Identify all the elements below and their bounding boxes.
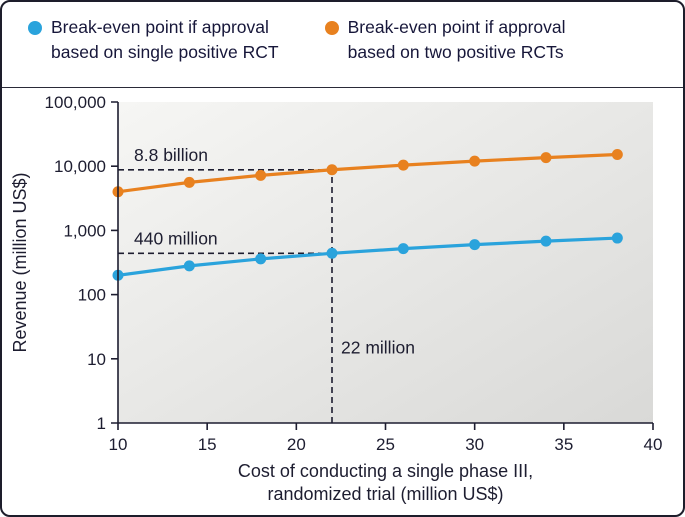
- data-point: [469, 155, 481, 167]
- data-point: [326, 164, 338, 176]
- data-point: [255, 169, 267, 181]
- x-tick-label: 30: [465, 435, 484, 454]
- legend-label-line2: based on single positive RCT: [51, 42, 279, 62]
- x-axis-title: Cost of conducting a single phase III,: [238, 461, 533, 481]
- data-point: [540, 152, 552, 164]
- legend-label-line2: based on two positive RCTs: [347, 42, 564, 62]
- data-point: [255, 253, 267, 265]
- annotation-label: 8.8 billion: [134, 145, 208, 165]
- annotation-label: 22 million: [341, 338, 415, 358]
- chart-legend: Break-even point if approval based on si…: [2, 2, 683, 88]
- y-tick-label: 1,000: [63, 221, 106, 240]
- y-tick-label: 100,000: [45, 93, 106, 112]
- chart-area: 10 15 20 25 30 35 40 1 10 100 1,000 10,000 100,000 Re…: [2, 88, 683, 511]
- x-axis-title: randomized trial (million US$): [267, 484, 503, 504]
- legend-label-single-rct: Break-even point if approval based on si…: [51, 15, 279, 65]
- legend-label-line1: Break-even point if approval: [51, 17, 269, 37]
- x-tick-label: 20: [287, 435, 306, 454]
- data-point: [183, 176, 195, 188]
- data-point: [611, 149, 623, 161]
- data-point: [469, 239, 481, 251]
- data-point: [540, 235, 552, 247]
- y-tick-label: 10: [87, 350, 106, 369]
- data-point: [183, 260, 195, 272]
- legend-dot-single-rct-icon: [28, 21, 42, 35]
- y-tick-label: 10,000: [54, 157, 106, 176]
- x-tick-label: 40: [644, 435, 663, 454]
- data-point: [397, 243, 409, 255]
- legend-item-two-rcts: Break-even point if approval based on tw…: [324, 15, 566, 65]
- data-point: [326, 247, 338, 259]
- x-tick-label: 15: [198, 435, 217, 454]
- legend-label-two-rcts: Break-even point if approval based on tw…: [348, 15, 566, 65]
- x-tick-label: 35: [554, 435, 573, 454]
- y-tick-label: 100: [78, 286, 106, 305]
- y-tick-label: 1: [97, 414, 106, 433]
- series-line: [116, 236, 619, 277]
- y-axis-title: Revenue (million US$): [10, 172, 30, 352]
- annotation-label: 440 million: [134, 228, 218, 248]
- legend-dot-two-rcts-icon: [324, 21, 339, 35]
- data-point: [611, 232, 623, 244]
- data-point: [397, 159, 409, 171]
- line-chart: 10 15 20 25 30 35 401101001,00010,000100,000Re…: [10, 93, 663, 504]
- legend-label-line1: Break-even point if approval: [347, 17, 566, 37]
- x-tick-label: 25: [376, 435, 395, 454]
- x-tick-label: 10: [109, 435, 128, 454]
- legend-item-single-rct: Break-even point if approval based on si…: [28, 15, 279, 65]
- series-line: [116, 152, 619, 194]
